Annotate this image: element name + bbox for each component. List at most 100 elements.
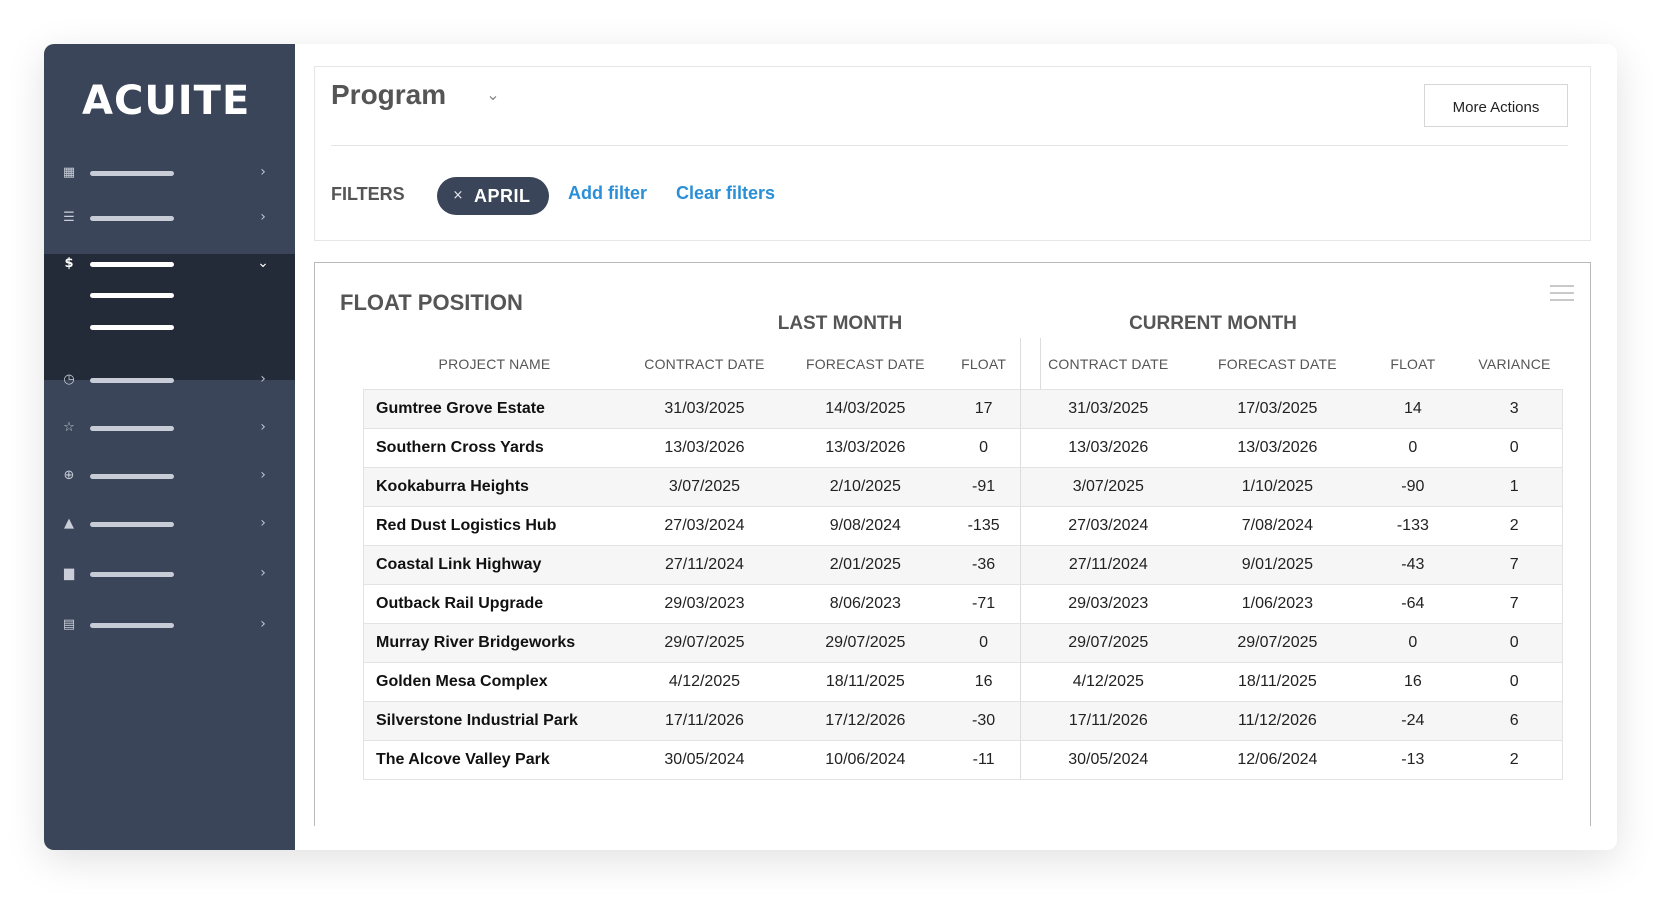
sidebar-item-dollar[interactable]: $ ⌄	[44, 244, 295, 284]
chevron-right-icon[interactable]: ›	[260, 371, 266, 387]
sidebar-item-dashboard[interactable]: ▦ ›	[44, 153, 295, 193]
table-cell: -43	[1359, 545, 1467, 585]
column-header[interactable]: FORECAST DATE	[1218, 355, 1337, 372]
project-name-cell: Gumtree Grove Estate	[363, 389, 626, 429]
project-name-cell: Southern Cross Yards	[363, 428, 626, 468]
chevron-right-icon[interactable]: ›	[260, 565, 266, 581]
float-table: PROJECT NAME CONTRACT DATE FORECAST DATE…	[363, 338, 1564, 780]
table-cell: 10/06/2024	[783, 740, 948, 780]
table-cell: 8/06/2023	[783, 584, 948, 624]
document-icon: ▤	[62, 617, 76, 632]
table-cell: 29/07/2025	[1195, 623, 1360, 663]
table-row[interactable]: Southern Cross Yards 13/03/2026 13/03/2026…	[363, 428, 1564, 468]
chevron-right-icon[interactable]: ›	[260, 164, 266, 180]
table-row[interactable]: Gumtree Grove Estate 31/03/2025 14/03/2025…	[363, 389, 1564, 429]
table-row[interactable]: Golden Mesa Complex 4/12/2025 18/11/2025 16…	[363, 662, 1564, 702]
table-cell: 18/11/2025	[1195, 662, 1360, 702]
sidebar-subitem-1[interactable]	[90, 293, 174, 298]
table-cell: 13/03/2026	[625, 428, 784, 468]
table-cell: 0	[1466, 662, 1564, 702]
table-cell: 29/07/2025	[1020, 623, 1196, 663]
more-actions-button[interactable]: More Actions	[1424, 84, 1568, 127]
sidebar-item-list[interactable]: ☰ ›	[44, 198, 295, 238]
table-cell: -36	[947, 545, 1021, 585]
table-row[interactable]: Outback Rail Upgrade 29/03/2023 8/06/2023-…	[363, 584, 1564, 624]
table-cell: 30/05/2024	[1020, 740, 1196, 780]
table-cell: -13	[1359, 740, 1467, 780]
column-header[interactable]: PROJECT NAME	[438, 355, 551, 372]
menu-icon[interactable]	[1550, 283, 1574, 303]
close-icon[interactable]: ×	[452, 188, 464, 203]
program-header: Program ⌄ More Actions FILTERS × APRIL A…	[314, 66, 1591, 241]
star-icon: ☆	[63, 420, 75, 435]
group-header-last-month: LAST MONTH	[777, 313, 903, 334]
table-cell: 27/03/2024	[1020, 506, 1196, 546]
sidebar-item-file[interactable]: ▆ ›	[44, 554, 295, 594]
table-cell: 1/10/2025	[1195, 467, 1360, 507]
table-row[interactable]: Silverstone Industrial Park 17/11/2026 17/…	[363, 701, 1564, 741]
table-body: Gumtree Grove Estate 31/03/2025 14/03/2025…	[363, 389, 1564, 780]
project-name-cell: Coastal Link Highway	[363, 545, 626, 585]
table-row[interactable]: The Alcove Valley Park 30/05/2024 10/06/20…	[363, 740, 1564, 780]
sidebar-subitem-2[interactable]	[90, 325, 174, 330]
table-cell: 12/06/2024	[1195, 740, 1360, 780]
table-cell: 0	[1359, 428, 1467, 468]
project-name-cell: Kookaburra Heights	[363, 467, 626, 507]
panel-title: FLOAT POSITION	[340, 290, 523, 315]
page-title: Program	[331, 79, 447, 110]
sidebar-item-document[interactable]: ▤ ›	[44, 605, 295, 645]
project-name-cell: Outback Rail Upgrade	[363, 584, 626, 624]
filter-chip-label: APRIL	[474, 186, 531, 206]
dashboard-icon: ▦	[62, 165, 76, 180]
sidebar-item-globe[interactable]: ⊕ ›	[44, 456, 295, 496]
chevron-right-icon[interactable]: ›	[260, 467, 266, 483]
header-divider	[331, 145, 1568, 146]
table-row[interactable]: Murray River Bridgeworks 29/07/2025 29/07/…	[363, 623, 1564, 663]
chevron-right-icon[interactable]: ›	[260, 616, 266, 632]
table-cell: 16	[1359, 662, 1467, 702]
sidebar-item-label	[90, 522, 174, 527]
project-name-cell: Murray River Bridgeworks	[363, 623, 626, 663]
table-cell: 18/11/2025	[783, 662, 948, 702]
column-header[interactable]: VARIANCE	[1478, 355, 1551, 372]
table-row[interactable]: Red Dust Logistics Hub 27/03/2024 9/08/202…	[363, 506, 1564, 546]
column-header[interactable]: FORECAST DATE	[805, 355, 925, 372]
table-cell: 11/12/2026	[1195, 701, 1360, 741]
project-name-cell: Golden Mesa Complex	[363, 662, 626, 702]
column-header[interactable]: FLOAT	[1390, 355, 1436, 372]
column-header[interactable]: CONTRACT DATE	[1020, 338, 1196, 390]
table-cell: 27/11/2024	[625, 545, 784, 585]
project-name-cell: Silverstone Industrial Park	[363, 701, 626, 741]
table-cell: 0	[1466, 623, 1564, 663]
column-header[interactable]: FLOAT	[961, 355, 1007, 372]
table-cell: -30	[947, 701, 1021, 741]
chevron-right-icon[interactable]: ›	[260, 419, 266, 435]
add-filter-link[interactable]: Add filter	[568, 183, 647, 203]
sidebar-item-label	[90, 378, 174, 383]
sidebar-item-clock[interactable]: ◷ ›	[44, 360, 295, 400]
column-header[interactable]: CONTRACT DATE	[644, 355, 765, 372]
chevron-right-icon[interactable]: ›	[260, 515, 266, 531]
group-header-current-month: CURRENT MONTH	[1129, 313, 1297, 334]
chevron-down-icon[interactable]: ⌄	[486, 85, 500, 104]
table-row[interactable]: Kookaburra Heights 3/07/2025 2/10/2025 -91 3…	[363, 467, 1564, 507]
table-row[interactable]: Coastal Link Highway 27/11/2024 2/01/2025-…	[363, 545, 1564, 585]
sidebar-item-label	[90, 623, 174, 628]
sidebar-item-label	[90, 572, 174, 577]
chevron-right-icon[interactable]: ›	[260, 209, 266, 225]
table-cell: -11	[947, 740, 1021, 780]
sidebar-item-warning[interactable]: ▲ ›	[44, 504, 295, 544]
table-cell: 13/03/2026	[1195, 428, 1360, 468]
table-cell: 27/11/2024	[1020, 545, 1196, 585]
chevron-down-icon[interactable]: ⌄	[257, 255, 269, 271]
table-cell: 31/03/2025	[625, 389, 784, 429]
sidebar-item-label	[90, 426, 174, 431]
table-cell: 3/07/2025	[1020, 467, 1196, 507]
filter-chip-april[interactable]: × APRIL	[437, 177, 549, 215]
table-cell: 17	[947, 389, 1021, 429]
table-header-row: PROJECT NAME CONTRACT DATE FORECAST DATE…	[364, 338, 1563, 390]
table-cell: -24	[1359, 701, 1467, 741]
table-cell: 9/08/2024	[783, 506, 948, 546]
sidebar-item-star[interactable]: ☆ ›	[44, 408, 295, 448]
clear-filters-link[interactable]: Clear filters	[676, 183, 776, 203]
